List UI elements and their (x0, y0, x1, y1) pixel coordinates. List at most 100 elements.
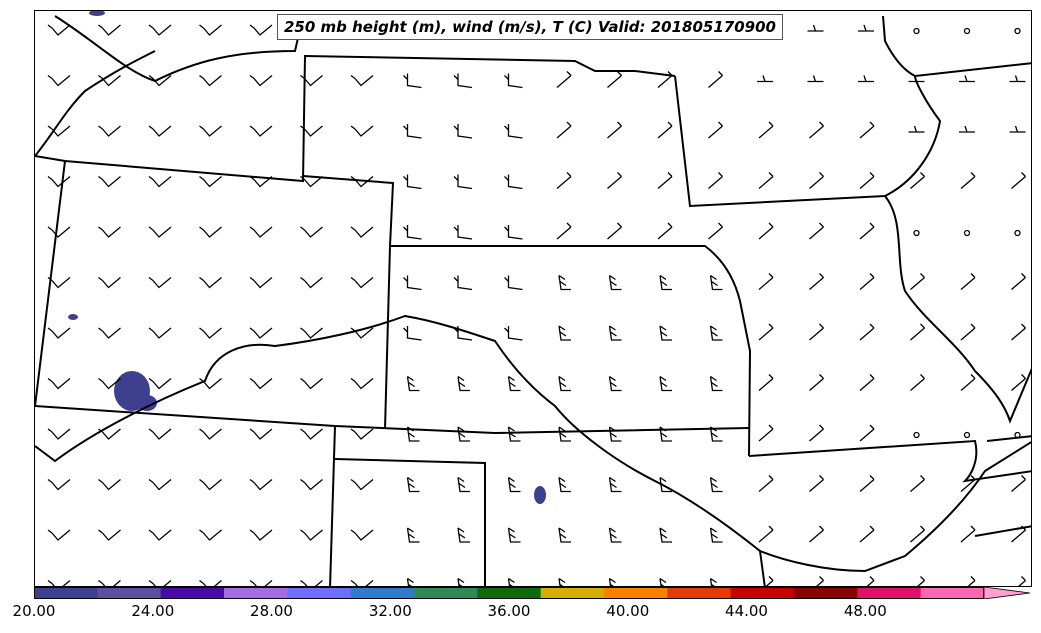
wind-barb (249, 226, 273, 238)
colorbar-segment (604, 587, 668, 599)
calm-wind-marker (963, 229, 971, 237)
wind-barb (199, 226, 222, 238)
wind-barb (403, 73, 422, 89)
boundary-line (882, 15, 916, 77)
wind-barb (98, 175, 121, 188)
wind-barb (504, 124, 523, 139)
wind-barb (453, 275, 473, 291)
wind-barb (98, 226, 121, 238)
wind-barb (758, 525, 774, 543)
wind-barb (657, 222, 673, 240)
wind-barb (910, 475, 925, 492)
wind-barb (47, 74, 71, 87)
wind-barb (406, 375, 420, 392)
wind-barb (858, 24, 874, 32)
wind-barb (807, 24, 824, 32)
wind-barb (558, 577, 566, 586)
wind-barb (249, 74, 273, 87)
wind-barb (659, 527, 672, 543)
wind-barb (98, 327, 121, 339)
wind-barb (608, 426, 622, 442)
wind-barb (960, 273, 976, 290)
wind-barb (457, 426, 470, 442)
wind-barb (453, 326, 473, 341)
wind-barb (300, 175, 323, 188)
wind-barb (758, 273, 774, 290)
calm-wind-marker (1014, 229, 1021, 237)
colorbar-tick-label: 44.00 (725, 602, 768, 620)
temperature-colorbar (34, 587, 1031, 599)
wind-barb (765, 576, 774, 586)
map-panel (34, 10, 1032, 587)
wind-barb (859, 121, 875, 139)
wind-barb (249, 529, 273, 541)
wind-barb (504, 326, 523, 341)
wind-barb (148, 276, 172, 289)
wind-barb (917, 576, 925, 586)
wind-barb (199, 529, 222, 541)
colorbar-segment (920, 587, 985, 599)
wind-barb (406, 527, 420, 543)
colorbar-tick-label: 24.00 (131, 602, 175, 620)
wind-barb (556, 172, 572, 189)
wind-barb (300, 125, 323, 137)
wind-barb (98, 428, 121, 440)
wind-barb (350, 74, 374, 87)
wind-barb (709, 527, 723, 543)
wind-barb (148, 74, 172, 87)
wind-barb (809, 222, 824, 240)
wind-barb (758, 121, 774, 139)
state-boundaries (35, 15, 1031, 586)
wind-barb (199, 377, 222, 390)
wind-barb (249, 327, 273, 339)
wind-barb (858, 75, 874, 83)
wind-barb (558, 325, 571, 341)
wind-barb (249, 428, 273, 440)
calm-wind-marker (913, 27, 920, 35)
boundary-line (884, 62, 1031, 197)
wind-barb (607, 222, 622, 240)
wind-barb (350, 428, 374, 440)
wind-barb (98, 579, 121, 586)
wind-barb (350, 327, 374, 339)
wind-barb (709, 577, 717, 586)
colorbar-segment (477, 587, 542, 599)
wind-barb (708, 172, 723, 189)
wind-barb (350, 377, 374, 390)
wind-barb (300, 428, 323, 440)
boundary-line (384, 245, 391, 430)
wind-barb (457, 527, 470, 543)
wind-barb (199, 276, 222, 289)
wind-barb (47, 24, 71, 36)
colorbar-segment (730, 587, 795, 599)
wind-barb (249, 175, 273, 188)
wind-barb (504, 225, 523, 240)
wind-barb (1018, 576, 1026, 586)
boundary-line (35, 50, 156, 157)
wind-barb (816, 576, 824, 586)
calm-wind-marker (963, 27, 971, 35)
boundary-line (35, 54, 676, 183)
wind-barb (507, 577, 515, 586)
wind-barb (300, 478, 323, 491)
wind-barb (350, 478, 374, 491)
wind-barb (859, 273, 875, 290)
wind-barb (1011, 323, 1026, 341)
wind-barb (859, 424, 875, 442)
wind-barb (504, 174, 523, 190)
wind-barb (504, 73, 523, 89)
wind-barb (148, 529, 172, 541)
wind-barb (47, 478, 71, 491)
wind-barb (199, 327, 222, 339)
map-canvas (35, 11, 1031, 586)
wind-barb (504, 275, 523, 291)
wind-barb (199, 125, 222, 137)
temperature-shading (68, 11, 546, 504)
wind-barb (758, 323, 774, 341)
wind-barb (608, 325, 622, 341)
colorbar-tick-label: 48.00 (843, 602, 887, 620)
wind-barb (199, 74, 222, 87)
wind-barb (657, 121, 673, 139)
wind-barb (199, 175, 222, 188)
wind-barb (453, 124, 473, 139)
